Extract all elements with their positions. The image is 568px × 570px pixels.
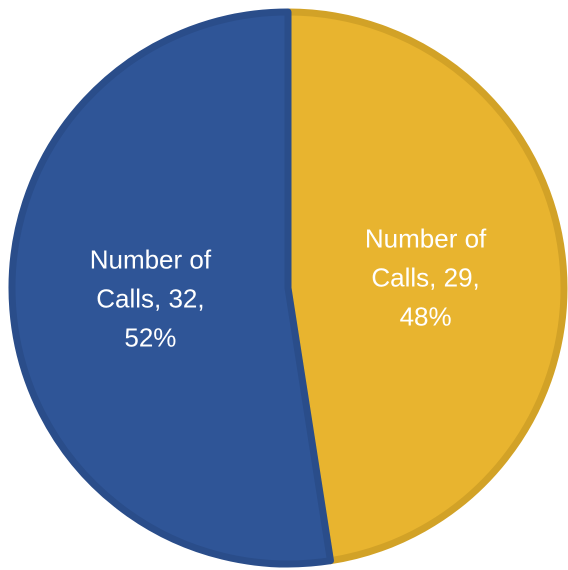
data-label-line: Calls, 32, [96, 284, 204, 314]
pie-slice-32 [8, 8, 334, 568]
pie-slice-29 [284, 8, 568, 565]
data-label-line: Number of [365, 223, 487, 253]
data-label-29: Number of Calls, 29, 48% [365, 223, 487, 331]
pie-slices [8, 8, 568, 568]
data-label-line: Number of [90, 245, 212, 275]
data-label-32: Number of Calls, 32, 52% [90, 245, 212, 353]
data-label-line: 52% [124, 323, 176, 353]
data-label-line: Calls, 29, [371, 262, 479, 292]
pie-labels: Number of Calls, 29, 48% Number of Calls, 32… [90, 223, 487, 352]
data-label-line: 48% [400, 301, 452, 331]
